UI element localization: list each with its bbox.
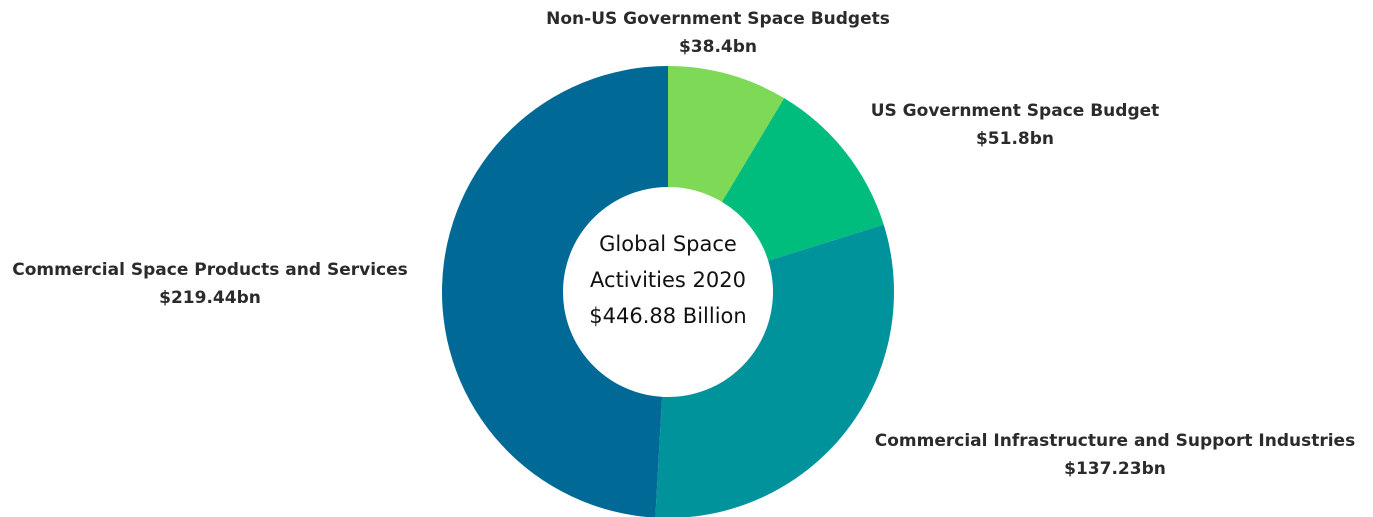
donut-slice-0: [668, 66, 785, 202]
donut-slice-1: [721, 98, 884, 261]
center-label: Global Space Activities 2020 $446.88 Bil…: [558, 226, 778, 334]
label-non-us-government-value: $38.4bn: [678, 37, 758, 57]
label-commercial-products: Commercial Space Products and Services $…: [2, 256, 418, 312]
label-commercial-infrastructure: Commercial Infrastructure and Support In…: [860, 427, 1370, 483]
label-commercial-infrastructure-value: $137.23bn: [1064, 459, 1166, 479]
label-commercial-products-value: $219.44bn: [159, 288, 261, 308]
donut-slice-2: [655, 224, 894, 517]
center-line-2: Activities 2020: [590, 268, 746, 292]
donut-slice-3: [442, 66, 668, 517]
center-line-1: Global Space: [599, 232, 737, 256]
label-commercial-infrastructure-name: Commercial Infrastructure and Support In…: [874, 431, 1356, 451]
label-us-government-value: $51.8bn: [975, 129, 1055, 149]
center-line-3: $446.88 Billion: [589, 304, 747, 328]
label-non-us-government-name: Non-US Government Space Budgets: [546, 9, 890, 29]
label-us-government: US Government Space Budget $51.8bn: [850, 97, 1180, 153]
label-commercial-products-name: Commercial Space Products and Services: [12, 260, 408, 280]
label-us-government-name: US Government Space Budget: [870, 101, 1160, 121]
label-non-us-government: Non-US Government Space Budgets $38.4bn: [510, 5, 926, 61]
